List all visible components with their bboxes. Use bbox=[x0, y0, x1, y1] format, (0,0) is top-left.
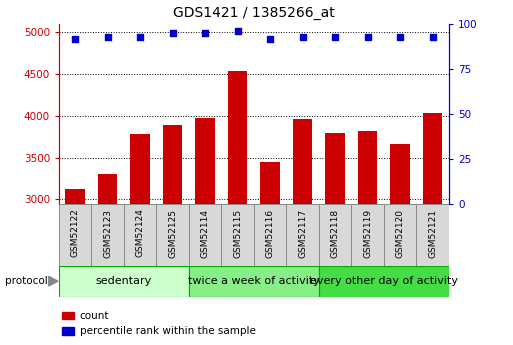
Text: GSM52115: GSM52115 bbox=[233, 208, 242, 258]
Bar bbox=[351, 204, 384, 266]
Point bbox=[104, 34, 112, 39]
Bar bbox=[222, 204, 254, 266]
Bar bbox=[286, 204, 319, 266]
Text: GSM52114: GSM52114 bbox=[201, 208, 210, 257]
Text: GSM52116: GSM52116 bbox=[266, 208, 274, 258]
Point bbox=[299, 34, 307, 39]
Bar bbox=[319, 204, 351, 266]
Bar bbox=[325, 134, 345, 345]
Point bbox=[233, 29, 242, 34]
Point bbox=[396, 34, 404, 39]
Text: count: count bbox=[80, 311, 109, 321]
Bar bbox=[423, 112, 442, 345]
Bar bbox=[59, 266, 189, 297]
Bar bbox=[358, 131, 378, 345]
Bar bbox=[417, 204, 449, 266]
Text: GSM52123: GSM52123 bbox=[103, 208, 112, 257]
Title: GDS1421 / 1385266_at: GDS1421 / 1385266_at bbox=[173, 6, 335, 20]
Text: GSM52117: GSM52117 bbox=[298, 208, 307, 258]
Text: GSM52120: GSM52120 bbox=[396, 208, 405, 257]
Text: twice a week of activity: twice a week of activity bbox=[188, 276, 320, 286]
Text: every other day of activity: every other day of activity bbox=[310, 276, 458, 286]
Text: GSM52125: GSM52125 bbox=[168, 208, 177, 257]
Text: GSM52118: GSM52118 bbox=[331, 208, 340, 258]
Text: GSM52124: GSM52124 bbox=[136, 208, 145, 257]
Point bbox=[136, 34, 144, 39]
Bar bbox=[98, 174, 117, 345]
Point bbox=[331, 34, 339, 39]
Bar bbox=[163, 125, 183, 345]
Bar bbox=[66, 189, 85, 345]
Text: GSM52122: GSM52122 bbox=[71, 208, 80, 257]
Text: percentile rank within the sample: percentile rank within the sample bbox=[80, 326, 255, 336]
Bar bbox=[91, 204, 124, 266]
Point bbox=[201, 30, 209, 36]
Bar bbox=[189, 266, 319, 297]
Polygon shape bbox=[49, 276, 58, 286]
Bar bbox=[319, 266, 449, 297]
Bar bbox=[293, 119, 312, 345]
Bar bbox=[59, 204, 91, 266]
Bar bbox=[254, 204, 286, 266]
Bar bbox=[189, 204, 222, 266]
Point bbox=[169, 30, 177, 36]
Text: GSM52121: GSM52121 bbox=[428, 208, 437, 257]
Bar bbox=[130, 134, 150, 345]
Bar bbox=[384, 204, 417, 266]
Bar bbox=[390, 144, 410, 345]
Bar bbox=[124, 204, 156, 266]
Point bbox=[71, 36, 80, 41]
Point bbox=[428, 34, 437, 39]
Text: protocol: protocol bbox=[5, 276, 48, 286]
Point bbox=[266, 36, 274, 41]
Bar bbox=[195, 118, 215, 345]
Text: sedentary: sedentary bbox=[96, 276, 152, 286]
Bar bbox=[228, 71, 247, 345]
Text: GSM52119: GSM52119 bbox=[363, 208, 372, 258]
Bar bbox=[261, 162, 280, 345]
Point bbox=[364, 34, 372, 39]
Bar bbox=[156, 204, 189, 266]
